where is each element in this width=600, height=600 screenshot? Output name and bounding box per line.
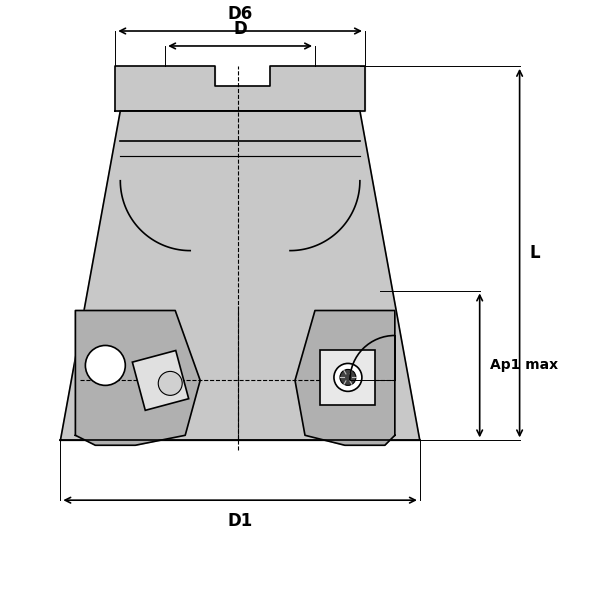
- Bar: [320, 350, 375, 406]
- Circle shape: [334, 364, 362, 391]
- Text: Ap1 max: Ap1 max: [490, 358, 558, 373]
- Text: D1: D1: [227, 512, 253, 530]
- Bar: [133, 350, 188, 410]
- Text: 90°: 90°: [362, 415, 388, 430]
- Text: D: D: [233, 20, 247, 38]
- Polygon shape: [61, 111, 420, 440]
- Polygon shape: [76, 311, 200, 445]
- Circle shape: [158, 371, 182, 395]
- Circle shape: [85, 346, 125, 385]
- Text: D6: D6: [227, 5, 253, 23]
- Polygon shape: [115, 66, 365, 111]
- Polygon shape: [295, 311, 395, 445]
- Circle shape: [340, 370, 356, 385]
- Text: L: L: [530, 244, 540, 262]
